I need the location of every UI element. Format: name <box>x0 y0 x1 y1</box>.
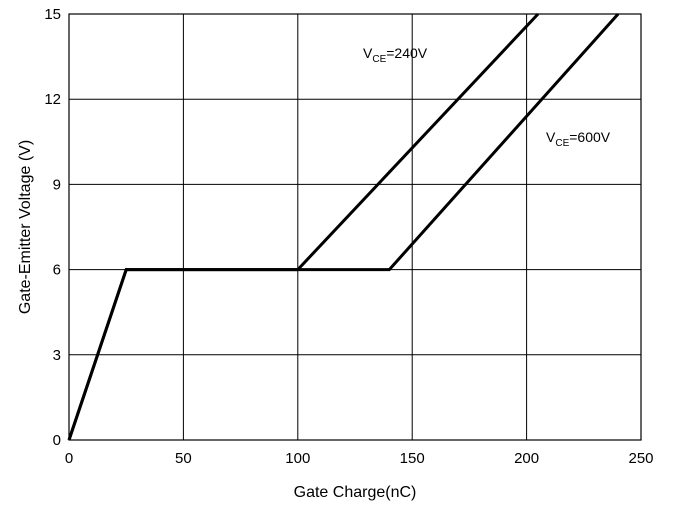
x-tick-label: 200 <box>514 450 539 467</box>
y-tick-label: 12 <box>44 91 61 108</box>
y-tick-labels: 0 3 6 9 12 15 <box>44 6 61 449</box>
y-tick-label: 0 <box>53 432 61 449</box>
series-line-vce-600v <box>67 12 620 441</box>
series-lines <box>67 12 620 441</box>
x-tick-label: 50 <box>175 450 192 467</box>
series-label-main: V <box>363 45 373 61</box>
y-tick-label: 3 <box>53 347 61 364</box>
x-tick-label: 150 <box>400 450 425 467</box>
series-label-vce-600v: VCE=600V <box>546 129 611 149</box>
series-label-subscript: CE <box>372 54 386 65</box>
series-label-subscript: CE <box>555 138 569 149</box>
x-axis-title: Gate Charge(nC) <box>294 484 417 501</box>
y-tick-label: 15 <box>44 6 61 23</box>
series-label-rest: =600V <box>569 129 611 145</box>
plot-frame <box>68 13 642 441</box>
series-label-vce-240v: VCE=240V <box>363 45 428 65</box>
x-tick-label: 250 <box>628 450 653 467</box>
series-label-main: V <box>546 129 556 145</box>
x-tick-label: 100 <box>285 450 310 467</box>
series-label-rest: =240V <box>386 45 428 61</box>
x-tick-labels: 0 50 100 150 200 250 <box>65 450 654 467</box>
y-tick-label: 9 <box>53 176 61 193</box>
y-tick-label: 6 <box>53 262 61 279</box>
y-axis-title: Gate-Emitter Voltage (V) <box>17 140 34 314</box>
x-tick-label: 0 <box>65 450 73 467</box>
